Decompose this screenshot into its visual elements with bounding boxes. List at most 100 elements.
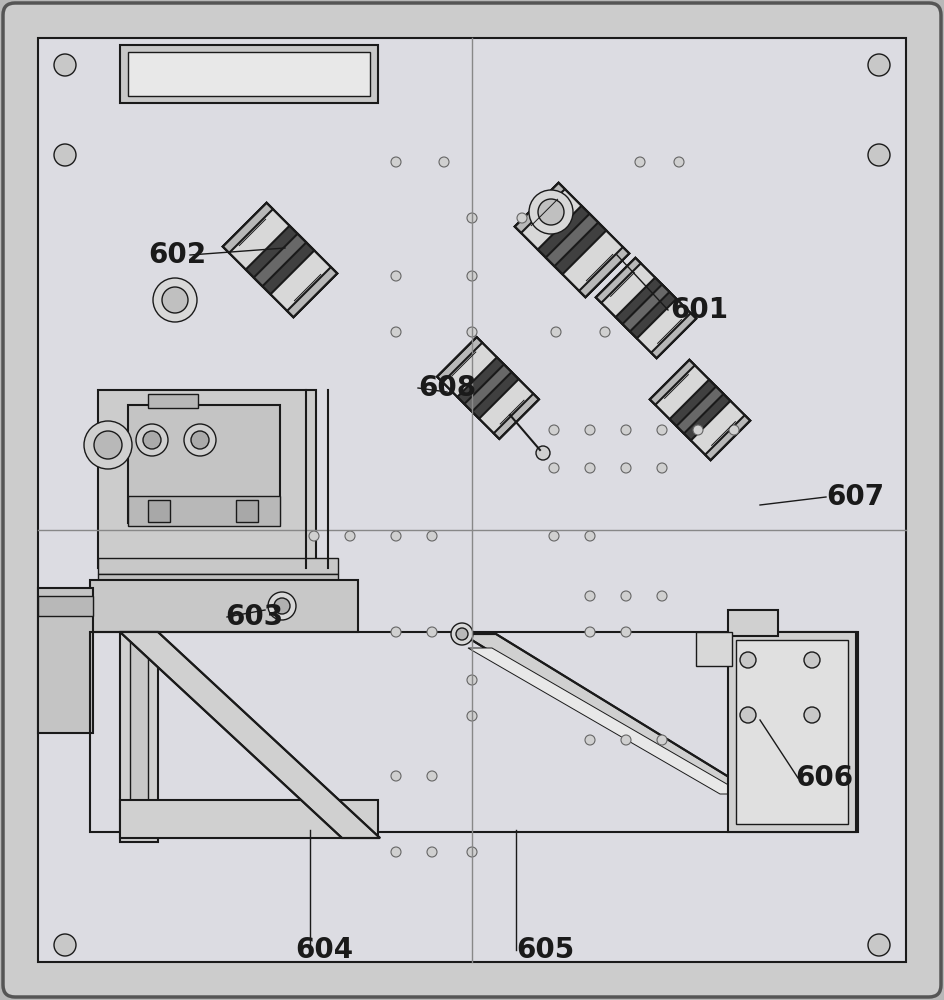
- Circle shape: [391, 771, 401, 781]
- Circle shape: [143, 431, 161, 449]
- Polygon shape: [622, 284, 669, 332]
- Circle shape: [467, 711, 477, 721]
- Circle shape: [162, 287, 188, 313]
- Circle shape: [439, 157, 449, 167]
- Bar: [736, 640, 848, 824]
- Circle shape: [427, 531, 437, 541]
- Bar: [128, 405, 280, 523]
- Circle shape: [734, 777, 756, 799]
- Text: 602: 602: [148, 241, 206, 269]
- Polygon shape: [462, 634, 750, 790]
- Bar: [148, 500, 170, 522]
- Circle shape: [529, 190, 573, 234]
- Circle shape: [621, 627, 631, 637]
- Bar: [98, 390, 316, 568]
- Circle shape: [657, 463, 667, 473]
- Polygon shape: [651, 313, 697, 358]
- Circle shape: [427, 771, 437, 781]
- FancyBboxPatch shape: [3, 3, 941, 997]
- Circle shape: [467, 847, 477, 857]
- Circle shape: [136, 424, 168, 456]
- Circle shape: [674, 157, 684, 167]
- Circle shape: [84, 421, 132, 469]
- Text: 601: 601: [670, 296, 728, 324]
- Bar: [90, 632, 858, 832]
- Polygon shape: [437, 337, 539, 439]
- Circle shape: [621, 591, 631, 601]
- Circle shape: [600, 327, 610, 337]
- Circle shape: [585, 531, 595, 541]
- Polygon shape: [596, 258, 697, 358]
- Text: 606: 606: [795, 764, 853, 792]
- Circle shape: [54, 934, 76, 956]
- Polygon shape: [223, 203, 337, 317]
- Circle shape: [536, 446, 550, 460]
- Circle shape: [467, 271, 477, 281]
- Circle shape: [657, 591, 667, 601]
- Text: 603: 603: [225, 603, 283, 631]
- Circle shape: [729, 425, 739, 435]
- Circle shape: [94, 431, 122, 459]
- Circle shape: [635, 157, 645, 167]
- Circle shape: [391, 327, 401, 337]
- Bar: [696, 632, 732, 666]
- Circle shape: [549, 531, 559, 541]
- Circle shape: [868, 934, 890, 956]
- Bar: [120, 800, 378, 838]
- Bar: [728, 632, 856, 832]
- Circle shape: [740, 652, 756, 668]
- Circle shape: [467, 213, 477, 223]
- Bar: [120, 632, 158, 842]
- Circle shape: [804, 652, 820, 668]
- Circle shape: [621, 735, 631, 745]
- Bar: [120, 45, 378, 103]
- Bar: [38, 596, 93, 616]
- Polygon shape: [457, 357, 518, 419]
- Polygon shape: [677, 386, 723, 434]
- Circle shape: [391, 531, 401, 541]
- Polygon shape: [437, 337, 482, 382]
- Circle shape: [391, 157, 401, 167]
- Circle shape: [621, 425, 631, 435]
- Polygon shape: [254, 234, 306, 286]
- Circle shape: [54, 54, 76, 76]
- Circle shape: [427, 847, 437, 857]
- Bar: [728, 610, 778, 636]
- Polygon shape: [546, 214, 598, 266]
- Circle shape: [427, 627, 437, 637]
- Polygon shape: [669, 380, 731, 440]
- Circle shape: [517, 213, 527, 223]
- Text: 604: 604: [295, 936, 353, 964]
- Polygon shape: [615, 278, 677, 338]
- Bar: [98, 574, 338, 590]
- Polygon shape: [596, 258, 641, 303]
- Polygon shape: [223, 203, 273, 253]
- Polygon shape: [514, 183, 565, 233]
- Circle shape: [868, 144, 890, 166]
- Polygon shape: [287, 267, 337, 317]
- Circle shape: [551, 327, 561, 337]
- Circle shape: [804, 707, 820, 723]
- Circle shape: [391, 627, 401, 637]
- Circle shape: [549, 425, 559, 435]
- Text: 605: 605: [516, 936, 574, 964]
- Circle shape: [345, 531, 355, 541]
- Circle shape: [657, 425, 667, 435]
- Circle shape: [153, 278, 197, 322]
- Circle shape: [54, 144, 76, 166]
- Circle shape: [391, 271, 401, 281]
- Bar: [236, 500, 258, 522]
- Text: 608: 608: [418, 374, 476, 402]
- Bar: [128, 496, 280, 526]
- Circle shape: [391, 847, 401, 857]
- Circle shape: [268, 592, 296, 620]
- Circle shape: [549, 463, 559, 473]
- Polygon shape: [514, 183, 630, 297]
- Circle shape: [585, 463, 595, 473]
- Polygon shape: [538, 206, 606, 274]
- Circle shape: [739, 782, 751, 794]
- Circle shape: [621, 463, 631, 473]
- Polygon shape: [705, 415, 750, 460]
- Circle shape: [456, 628, 468, 640]
- Bar: [130, 640, 148, 830]
